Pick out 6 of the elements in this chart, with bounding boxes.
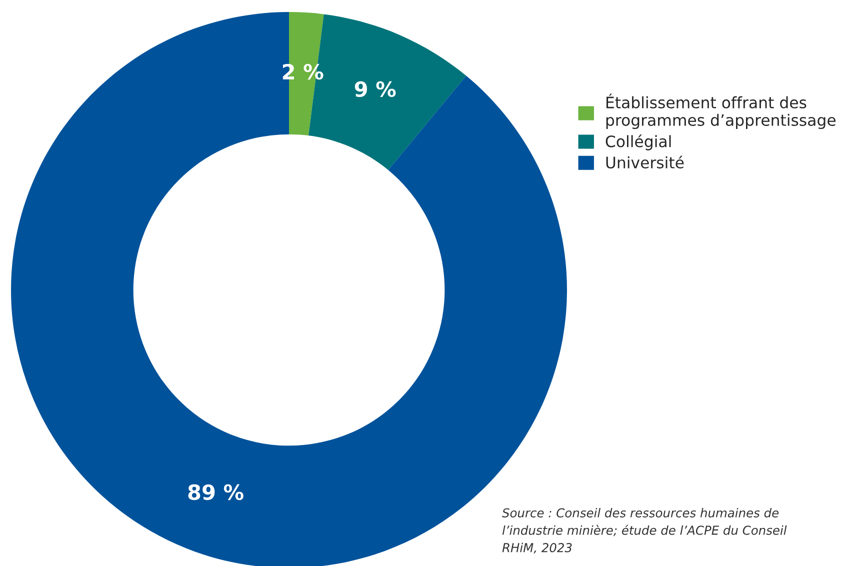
source-note: Source : Conseil des ressources humaines de l’industrie minière; étude de l’ACPE du Conseil RHiM, 2023 (502, 508, 787, 554)
data-label: 89 % (188, 484, 244, 500)
data-label: 9 % (354, 81, 396, 98)
legend-label: Collégial (606, 134, 671, 150)
legend-label: Établissement offrant des programmes d’apprentissage (606, 94, 836, 130)
legend-label: Université (606, 156, 684, 168)
